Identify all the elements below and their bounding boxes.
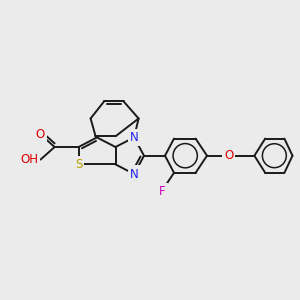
Text: O: O bbox=[36, 128, 45, 141]
Text: S: S bbox=[75, 158, 82, 171]
Text: OH: OH bbox=[20, 153, 38, 166]
Text: O: O bbox=[224, 149, 233, 162]
Text: N: N bbox=[130, 131, 139, 144]
Text: N: N bbox=[130, 167, 139, 181]
Text: F: F bbox=[159, 185, 166, 198]
